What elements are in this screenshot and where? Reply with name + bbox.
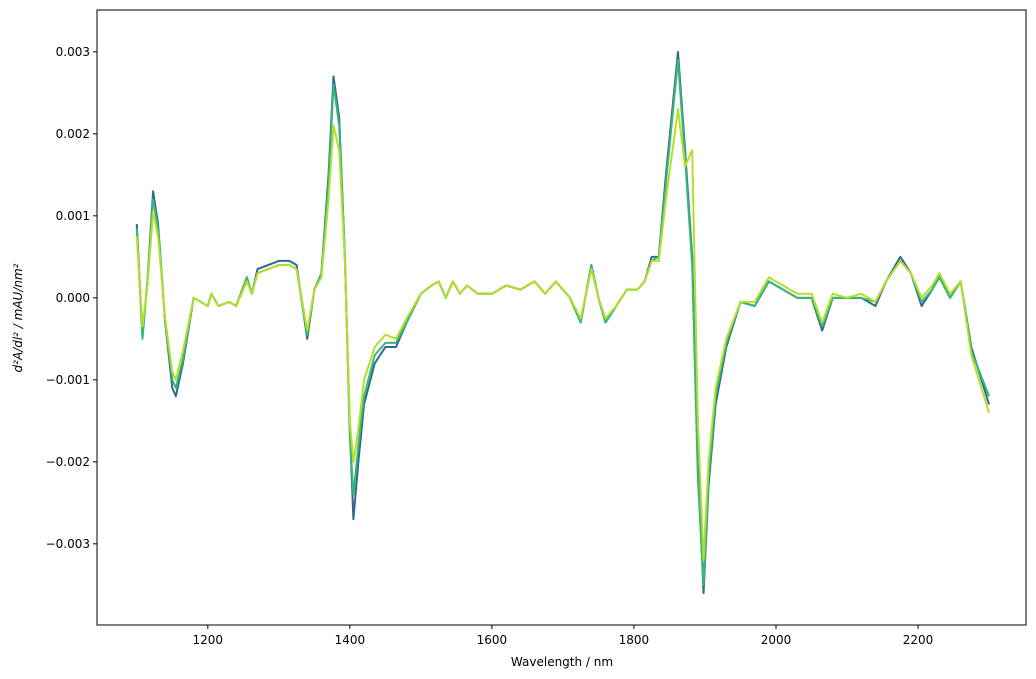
series-line bbox=[135, 108, 991, 562]
series-line bbox=[135, 59, 991, 586]
y-axis-label: d²A/dl² / mAU/nm² bbox=[11, 263, 25, 372]
series-line bbox=[135, 50, 991, 595]
y-tick-label: −0.002 bbox=[46, 455, 90, 469]
x-tick-label: 1200 bbox=[193, 633, 224, 647]
y-tick-label: −0.003 bbox=[46, 537, 90, 551]
y-tick-label: 0.003 bbox=[56, 45, 90, 59]
x-axis-label: Wavelength / nm bbox=[511, 655, 613, 669]
x-tick-label: 2200 bbox=[903, 633, 934, 647]
y-tick-label: 0.000 bbox=[56, 291, 90, 305]
x-tick-label: 1800 bbox=[619, 633, 650, 647]
x-tick-label: 2000 bbox=[761, 633, 792, 647]
y-tick-label: 0.002 bbox=[56, 127, 90, 141]
y-tick-label: 0.001 bbox=[56, 209, 90, 223]
x-tick-label: 1400 bbox=[335, 633, 366, 647]
axes-frame bbox=[96, 9, 1027, 626]
x-tick-label: 1600 bbox=[477, 633, 508, 647]
y-tick-label: −0.001 bbox=[46, 373, 90, 387]
